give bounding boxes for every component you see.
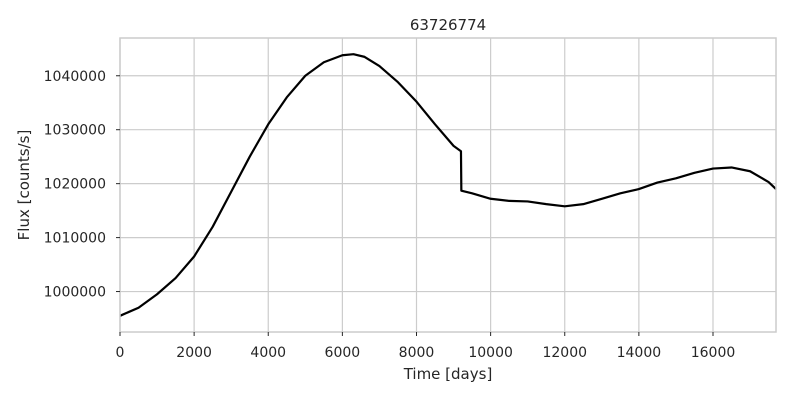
x-axis-label: Time [days] xyxy=(403,365,493,383)
x-tick-label: 14000 xyxy=(617,345,662,361)
x-axis-ticks: 0 2000 4000 6000 8000 10000 12000 14000 16000 xyxy=(116,332,736,361)
x-tick-label: 4000 xyxy=(250,345,286,361)
y-tick-label: 1040000 xyxy=(44,69,106,85)
x-tick-label: 2000 xyxy=(176,345,212,361)
y-axis-ticks: 1000000 1010000 1020000 1030000 1040000 xyxy=(44,69,120,301)
x-tick-label: 16000 xyxy=(691,345,736,361)
x-tick-label: 10000 xyxy=(468,345,513,361)
y-tick-label: 1000000 xyxy=(44,285,106,301)
grid xyxy=(119,38,776,332)
series-layer xyxy=(119,53,777,317)
x-tick-label: 0 xyxy=(116,345,125,361)
y-tick-label: 1020000 xyxy=(44,177,106,193)
x-tick-label: 6000 xyxy=(325,345,361,361)
chart-title: 63726774 xyxy=(410,16,486,34)
x-tick-label: 12000 xyxy=(542,345,587,361)
flux-series-line xyxy=(119,53,777,317)
y-axis-label: Flux [counts/s] xyxy=(15,130,33,241)
y-tick-label: 1030000 xyxy=(44,123,106,139)
y-tick-label: 1010000 xyxy=(44,231,106,247)
plot-frame xyxy=(119,37,777,333)
x-tick-label: 8000 xyxy=(399,345,435,361)
